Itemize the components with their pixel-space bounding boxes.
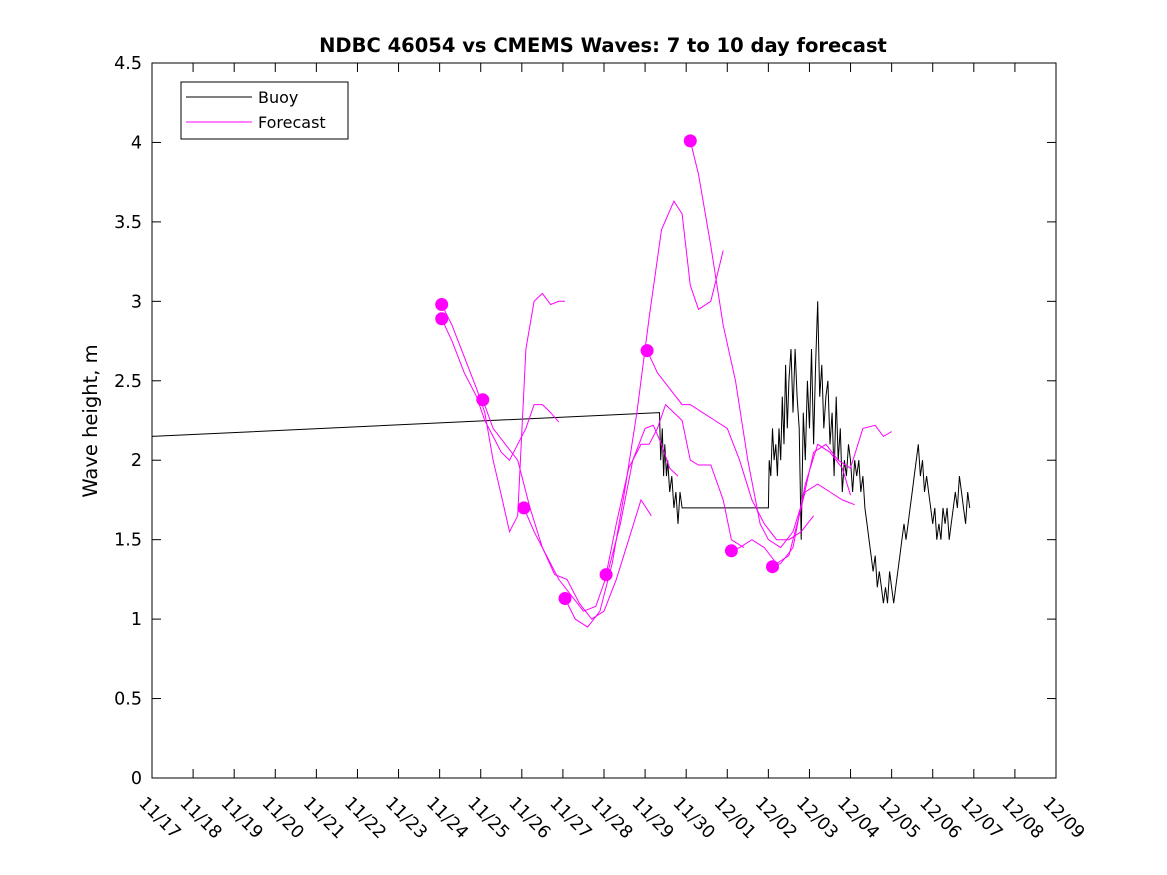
forecast-series-line-9 [731,424,892,565]
forecast-start-marker-10 [766,560,779,574]
forecast-series-line-3 [482,399,652,620]
forecast-series-line-7 [646,350,814,541]
forecast-start-marker-1 [435,298,449,311]
legend: Buoy Forecast [180,81,349,140]
forecast-series-line-1 [441,292,565,534]
forecast-start-marker-6 [599,568,613,582]
y-tick-label: 3.5 [114,213,142,233]
legend-box [180,81,349,140]
forecast-start-marker-8 [683,134,697,148]
forecast-start-marker-5 [558,592,572,605]
y-tick-label: 0.5 [114,690,142,710]
forecast-series-line-8 [689,140,855,549]
legend-buoy-label: Buoy [258,88,298,107]
forecast-series-line-5 [564,200,724,628]
y-tick-label: 3 [131,292,142,312]
y-tick-label: 4 [131,133,142,153]
forecast-start-marker-2 [435,312,449,326]
plot-area [151,134,971,628]
y-tick-label: 0 [131,769,142,789]
legend-forecast-label: Forecast [258,113,326,132]
y-tick-label: 2.5 [114,372,142,392]
y-tick-label: 2 [131,451,142,471]
forecast-series-line-6 [605,403,744,575]
buoy-series-line [151,301,971,604]
forecast-start-marker-9 [724,544,738,558]
forecast-start-marker-3 [476,393,490,407]
forecast-start-marker-4 [517,501,531,515]
forecast-series-line-2 [441,318,560,462]
y-tick-label: 1 [131,610,142,630]
forecast-series-line-10 [772,443,851,568]
y-tick-label: 1.5 [114,531,142,551]
y-tick-label: 4.5 [114,54,142,74]
y-axis-label: Wave height, m [79,344,102,497]
chart-title: NDBC 46054 vs CMEMS Waves: 7 to 10 day f… [319,34,887,57]
forecast-start-marker-7 [640,344,654,358]
